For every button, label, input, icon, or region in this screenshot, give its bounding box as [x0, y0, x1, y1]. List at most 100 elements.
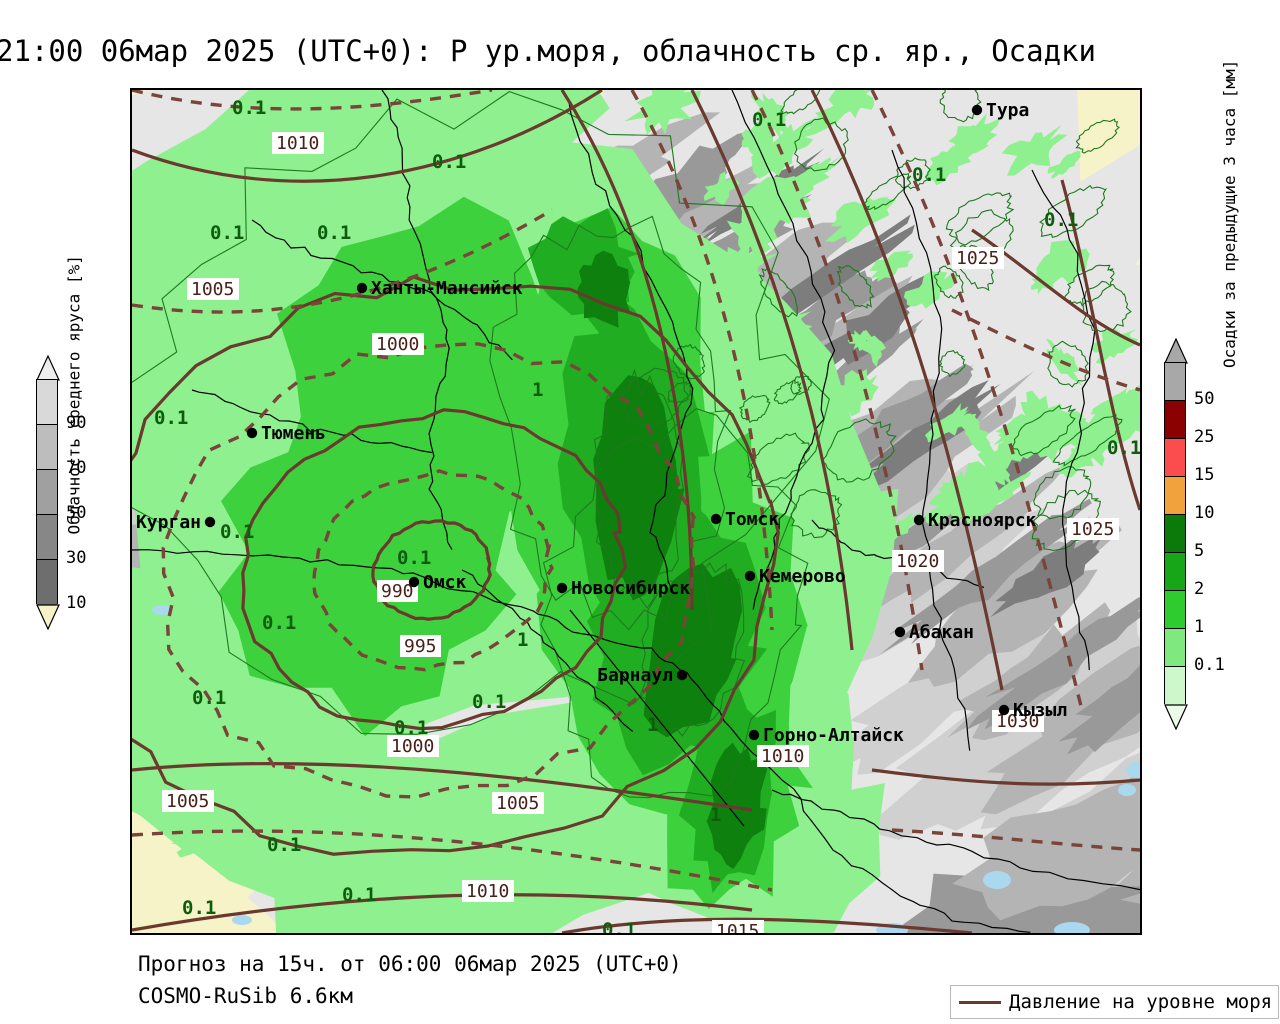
isobar-label: 1005 — [166, 791, 209, 812]
city-marker — [998, 704, 1010, 716]
city-label: Томск — [725, 509, 779, 530]
colorbar-tick-label: 10 — [66, 593, 87, 613]
pressure-line-icon — [959, 1000, 1001, 1004]
colorbar-tick-label: 15 — [1194, 465, 1215, 485]
colorbar-segment — [1165, 477, 1185, 515]
isobar-label-box — [1067, 518, 1119, 540]
city-marker — [676, 669, 688, 681]
isobar-label-box — [162, 790, 214, 812]
city-label: Тюмень — [261, 423, 326, 444]
precip-contour-label: 0.1 — [1107, 437, 1140, 459]
colorbar-tick-label: 0.1 — [1194, 655, 1225, 675]
isobar-lines — [132, 90, 1140, 933]
city-marker — [356, 282, 368, 294]
precip-contour-label: 0.1 — [154, 407, 188, 429]
precip-legend-axis-label: Осадки за предыдущие 3 часа [мм] — [1220, 59, 1239, 368]
city-marker — [246, 427, 258, 439]
precip-contour-label: 0.1 — [317, 222, 351, 244]
city-label: Абакан — [909, 622, 974, 643]
isobar-label: 990 — [381, 581, 414, 602]
colorbar-tick-label: 50 — [66, 503, 87, 523]
precip-contour-label: 0.1 — [192, 687, 226, 709]
precip-contour-label: 0.1 — [1044, 209, 1078, 231]
colorbar-segment — [1165, 553, 1185, 591]
colorbar-segments — [1164, 362, 1186, 705]
colorbar-segment — [1165, 629, 1185, 667]
colorbar-segment — [37, 470, 57, 515]
isobar-label-box — [372, 333, 424, 355]
precip-contour-label: 0.1 — [342, 884, 376, 906]
cloud-cover-legend: Облачность среднего яруса [%] 90 70 50 30 10 — [36, 255, 132, 685]
pressure-legend-label: Давление на уровне моря — [1009, 991, 1273, 1013]
precip-contour-label: 0.1 — [752, 109, 786, 131]
administrative-borders — [132, 90, 1140, 933]
city-marker — [710, 513, 722, 525]
city-label: Горно-Алтайск — [763, 725, 904, 746]
isobar-label: 1020 — [896, 551, 939, 572]
city-marker — [408, 576, 420, 588]
colorbar-segment — [1165, 515, 1185, 553]
precip-contour-label: 0.1 — [602, 919, 636, 933]
city-label: Тура — [986, 100, 1029, 121]
precip-contour-label: 0.1 — [397, 547, 431, 569]
isobar-label: 1000 — [376, 334, 419, 355]
colorbar-segment — [37, 560, 57, 605]
isobar-label: 1015 — [716, 921, 759, 933]
precip-contour-label: 1 — [532, 379, 543, 401]
precip-contour-label: 0.1 — [394, 717, 428, 739]
city-marker — [744, 570, 756, 582]
precip-contour-label: 0.1 — [472, 691, 506, 713]
colorbar-tick-label: 90 — [66, 413, 87, 433]
colorbar-segment — [1165, 591, 1185, 629]
isobar-label-box — [892, 550, 944, 572]
precip-contour-label: 0.1 — [912, 164, 946, 186]
colorbar-tick-label: 30 — [66, 548, 87, 568]
colorbar-tick-label: 70 — [66, 458, 87, 478]
isobar-label: 1010 — [466, 881, 509, 902]
colorbar-segment — [37, 380, 57, 425]
isobar-label: 1010 — [276, 133, 319, 154]
weather-map[interactable]: 1010 1005 1000 990 995 1000 1005 1005 1010 1015 10… — [130, 88, 1142, 935]
isobar-label-box — [952, 247, 1004, 269]
precip-contour-label: 0.1 — [182, 897, 216, 919]
precip-contour-label: 0.1 — [432, 151, 466, 173]
isobar-label-box — [462, 880, 514, 902]
city-label: Омск — [423, 572, 467, 593]
isobar-label: 1000 — [391, 736, 434, 757]
colorbar-segment — [1165, 439, 1185, 477]
city-marker — [894, 626, 906, 638]
water-bodies — [152, 605, 1140, 933]
colorbar-segment — [1165, 667, 1185, 705]
isobar-label-box — [492, 792, 544, 814]
isobar-label: 995 — [404, 636, 437, 657]
isobar-label: 1005 — [496, 793, 539, 814]
precip-contour-label: 1 — [517, 629, 528, 651]
precipitation-legend: 50 25 15 10 5 2 1 0.1 Осадки за предыдущие 3 ча… — [1164, 60, 1276, 730]
colorbar-segment — [37, 515, 57, 560]
precip-contour-label: 0.1 — [220, 521, 254, 543]
city-marker — [913, 514, 925, 526]
precip-contour-label: 0.1 — [232, 97, 266, 119]
isobar-dashed-lines — [132, 90, 1140, 892]
isobar-label-box — [377, 580, 418, 602]
city-marker — [748, 729, 760, 741]
city-marker — [971, 104, 983, 116]
isobar-label: 1025 — [1071, 519, 1114, 540]
city-marker — [204, 516, 216, 528]
precip-contour-label: 1 — [710, 804, 721, 826]
isobar-label: 1005 — [191, 279, 234, 300]
isobar-label-box — [272, 132, 324, 154]
colorbar-tick-label: 25 — [1194, 427, 1215, 447]
isobar-label: 1010 — [761, 746, 804, 767]
isobar-label: 1030 — [996, 711, 1039, 732]
isobar-label-box — [712, 920, 764, 933]
city-label: Новосибирск — [571, 578, 690, 599]
city-marker — [556, 582, 568, 594]
model-info: COSMO-RuSib 6.6км — [138, 984, 353, 1008]
colorbar-segment — [1165, 363, 1185, 401]
city-label: Курган — [136, 512, 201, 533]
colorbar-segment — [37, 425, 57, 470]
colorbar-tick-label: 5 — [1194, 541, 1205, 561]
forecast-info: Прогноз на 15ч. от 06:00 06мар 2025 (UTC… — [138, 952, 682, 976]
precip-contour-label: 1 — [647, 714, 658, 736]
